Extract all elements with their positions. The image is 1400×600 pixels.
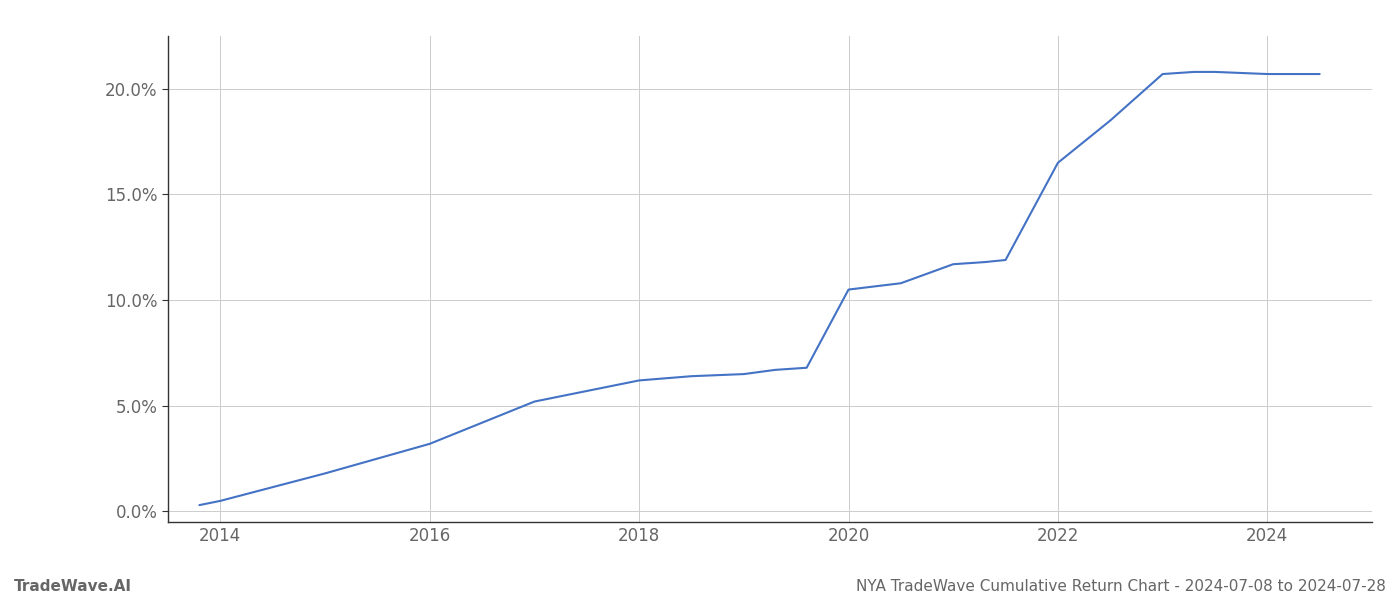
Text: TradeWave.AI: TradeWave.AI [14, 579, 132, 594]
Text: NYA TradeWave Cumulative Return Chart - 2024-07-08 to 2024-07-28: NYA TradeWave Cumulative Return Chart - … [857, 579, 1386, 594]
